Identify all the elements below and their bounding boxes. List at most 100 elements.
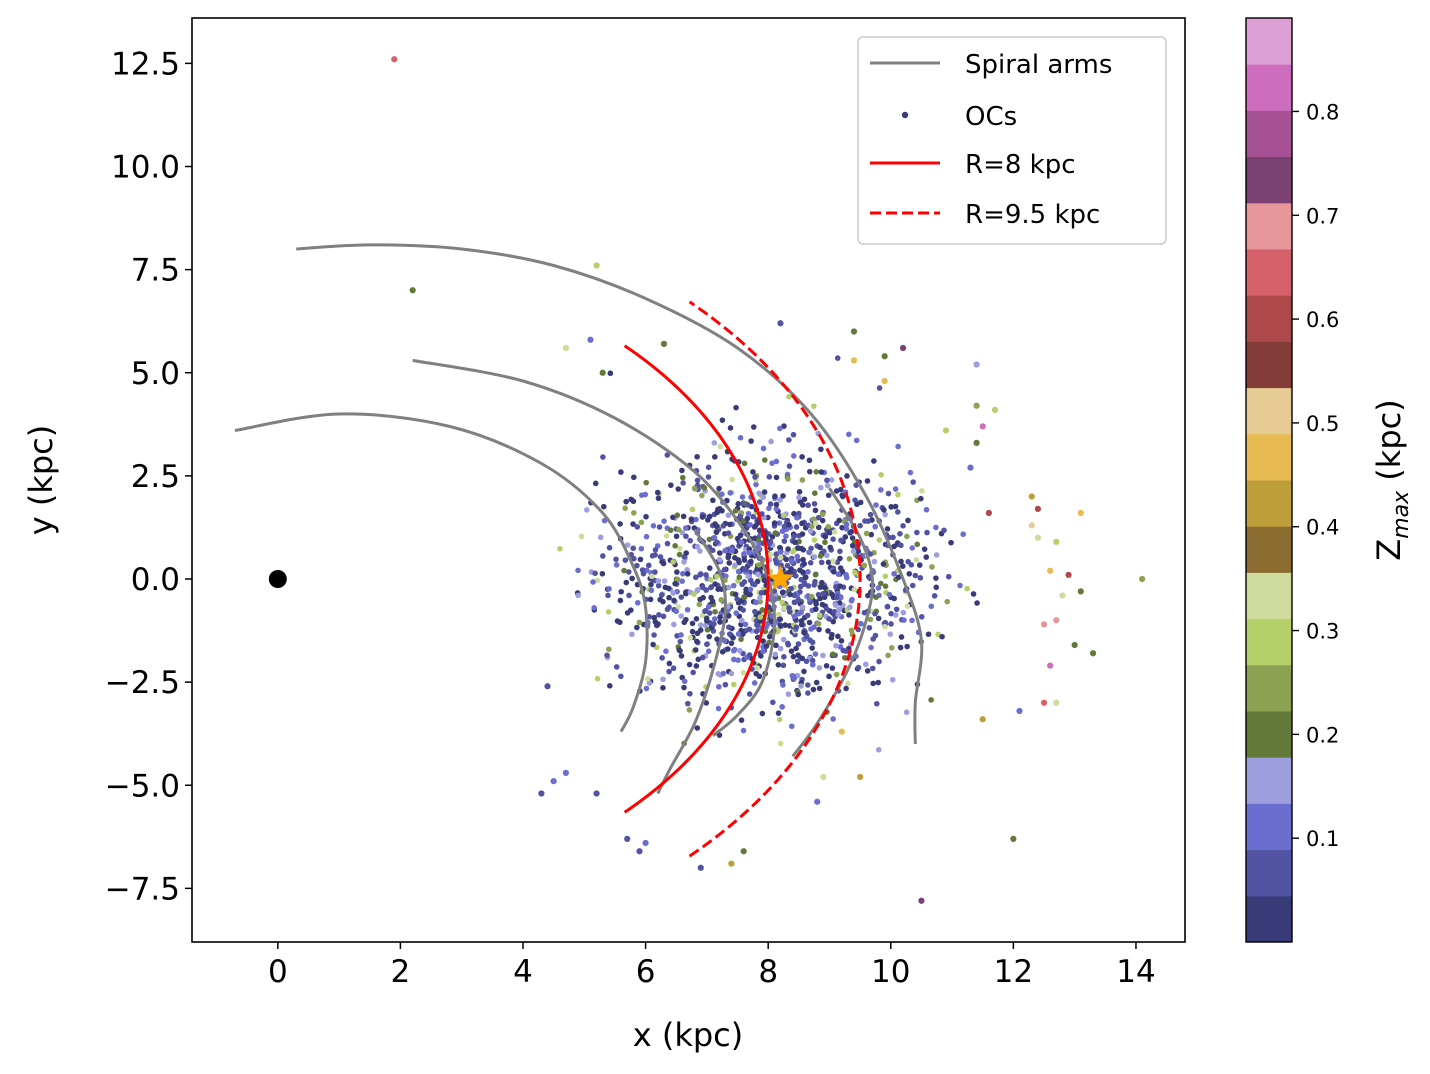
oc-point xyxy=(1077,509,1084,517)
oc-point xyxy=(590,579,596,585)
oc-point xyxy=(629,631,635,638)
oc-point xyxy=(738,636,744,643)
oc-point xyxy=(725,530,732,536)
oc-point xyxy=(867,616,874,623)
oc-point xyxy=(875,585,882,591)
oc-point xyxy=(735,631,742,637)
oc-point xyxy=(681,684,687,691)
oc-point xyxy=(692,647,699,653)
oc-point xyxy=(775,611,782,618)
oc-point xyxy=(867,551,874,557)
oc-point xyxy=(703,700,710,706)
oc-point xyxy=(1138,575,1146,583)
oc-point xyxy=(825,492,832,499)
oc-point xyxy=(791,613,798,620)
oc-point xyxy=(708,577,714,583)
legend-swatch-ocs xyxy=(901,111,909,119)
oc-point xyxy=(686,707,693,713)
oc-point xyxy=(812,651,819,657)
oc-point xyxy=(756,673,763,680)
oc-point xyxy=(767,501,774,507)
oc-point xyxy=(899,344,907,352)
oc-point xyxy=(903,709,910,716)
oc-point xyxy=(818,469,825,475)
oc-point xyxy=(799,477,806,483)
oc-point xyxy=(786,437,792,443)
plot-content xyxy=(234,56,1146,904)
oc-point xyxy=(858,620,864,627)
x-axis: 0 2 4 6 8 10 12 14 xyxy=(268,942,1156,990)
oc-point xyxy=(636,619,643,626)
oc-point xyxy=(606,544,613,551)
oc-point xyxy=(684,571,691,577)
oc-point xyxy=(798,618,805,624)
oc-point xyxy=(631,555,637,562)
spiral-arm-arm-5 xyxy=(656,528,728,795)
oc-point xyxy=(708,584,714,591)
oc-point xyxy=(693,616,700,622)
oc-point xyxy=(618,673,624,680)
oc-point xyxy=(857,522,863,529)
oc-point xyxy=(604,652,610,659)
colorbar-tick-label: 0.8 xyxy=(1306,100,1339,124)
oc-point xyxy=(721,566,728,573)
oc-point xyxy=(659,655,665,661)
colorbar-segment xyxy=(1246,18,1292,65)
oc-point xyxy=(769,460,775,466)
oc-point xyxy=(838,638,845,644)
oc-point xyxy=(717,614,723,620)
oc-point xyxy=(629,575,635,582)
oc-point xyxy=(713,573,720,580)
oc-point xyxy=(855,664,862,671)
oc-point xyxy=(871,558,878,565)
oc-point xyxy=(613,556,619,563)
oc-point xyxy=(742,621,749,628)
oc-point xyxy=(1047,662,1054,669)
oc-point xyxy=(624,542,631,548)
oc-point xyxy=(805,502,811,509)
oc-point xyxy=(777,549,783,555)
oc-point xyxy=(891,543,897,550)
oc-point xyxy=(730,582,737,589)
oc-point xyxy=(704,641,710,648)
oc-point xyxy=(682,525,689,531)
oc-point xyxy=(621,567,627,574)
oc-point xyxy=(877,580,884,587)
oc-point xyxy=(760,648,766,655)
oc-point xyxy=(687,635,694,641)
oc-point xyxy=(805,569,811,575)
oc-point xyxy=(799,531,806,537)
colorbar-segment xyxy=(1246,433,1292,481)
oc-point xyxy=(777,554,784,561)
oc-point xyxy=(666,668,672,675)
oc-point xyxy=(789,672,796,679)
oc-point xyxy=(848,627,855,634)
oc-point xyxy=(851,586,858,593)
oc-point xyxy=(847,530,853,536)
oc-point xyxy=(812,490,818,497)
oc-point xyxy=(876,658,882,665)
oc-point xyxy=(881,507,887,513)
oc-point xyxy=(613,664,620,670)
oc-point xyxy=(790,548,796,555)
oc-point xyxy=(733,610,739,616)
oc-point xyxy=(819,517,826,524)
oc-point xyxy=(815,514,822,521)
oc-point xyxy=(617,597,624,604)
oc-point xyxy=(781,423,787,429)
oc-point xyxy=(830,536,836,542)
oc-point xyxy=(626,592,632,599)
oc-point xyxy=(944,598,951,605)
oc-point xyxy=(755,537,762,544)
oc-point xyxy=(812,520,819,527)
oc-point xyxy=(773,560,780,566)
legend-label-r95: R=9.5 kpc xyxy=(965,200,1100,230)
oc-point xyxy=(801,496,808,503)
oc-point xyxy=(925,631,932,638)
oc-point xyxy=(823,662,830,669)
oc-point xyxy=(846,556,853,562)
colorbar-ticks: 0.1 0.2 0.3 0.4 0.5 0.6 0.7 0.8 xyxy=(1292,100,1339,851)
oc-point xyxy=(791,592,797,599)
oc-point xyxy=(746,691,753,697)
oc-point xyxy=(718,597,724,603)
